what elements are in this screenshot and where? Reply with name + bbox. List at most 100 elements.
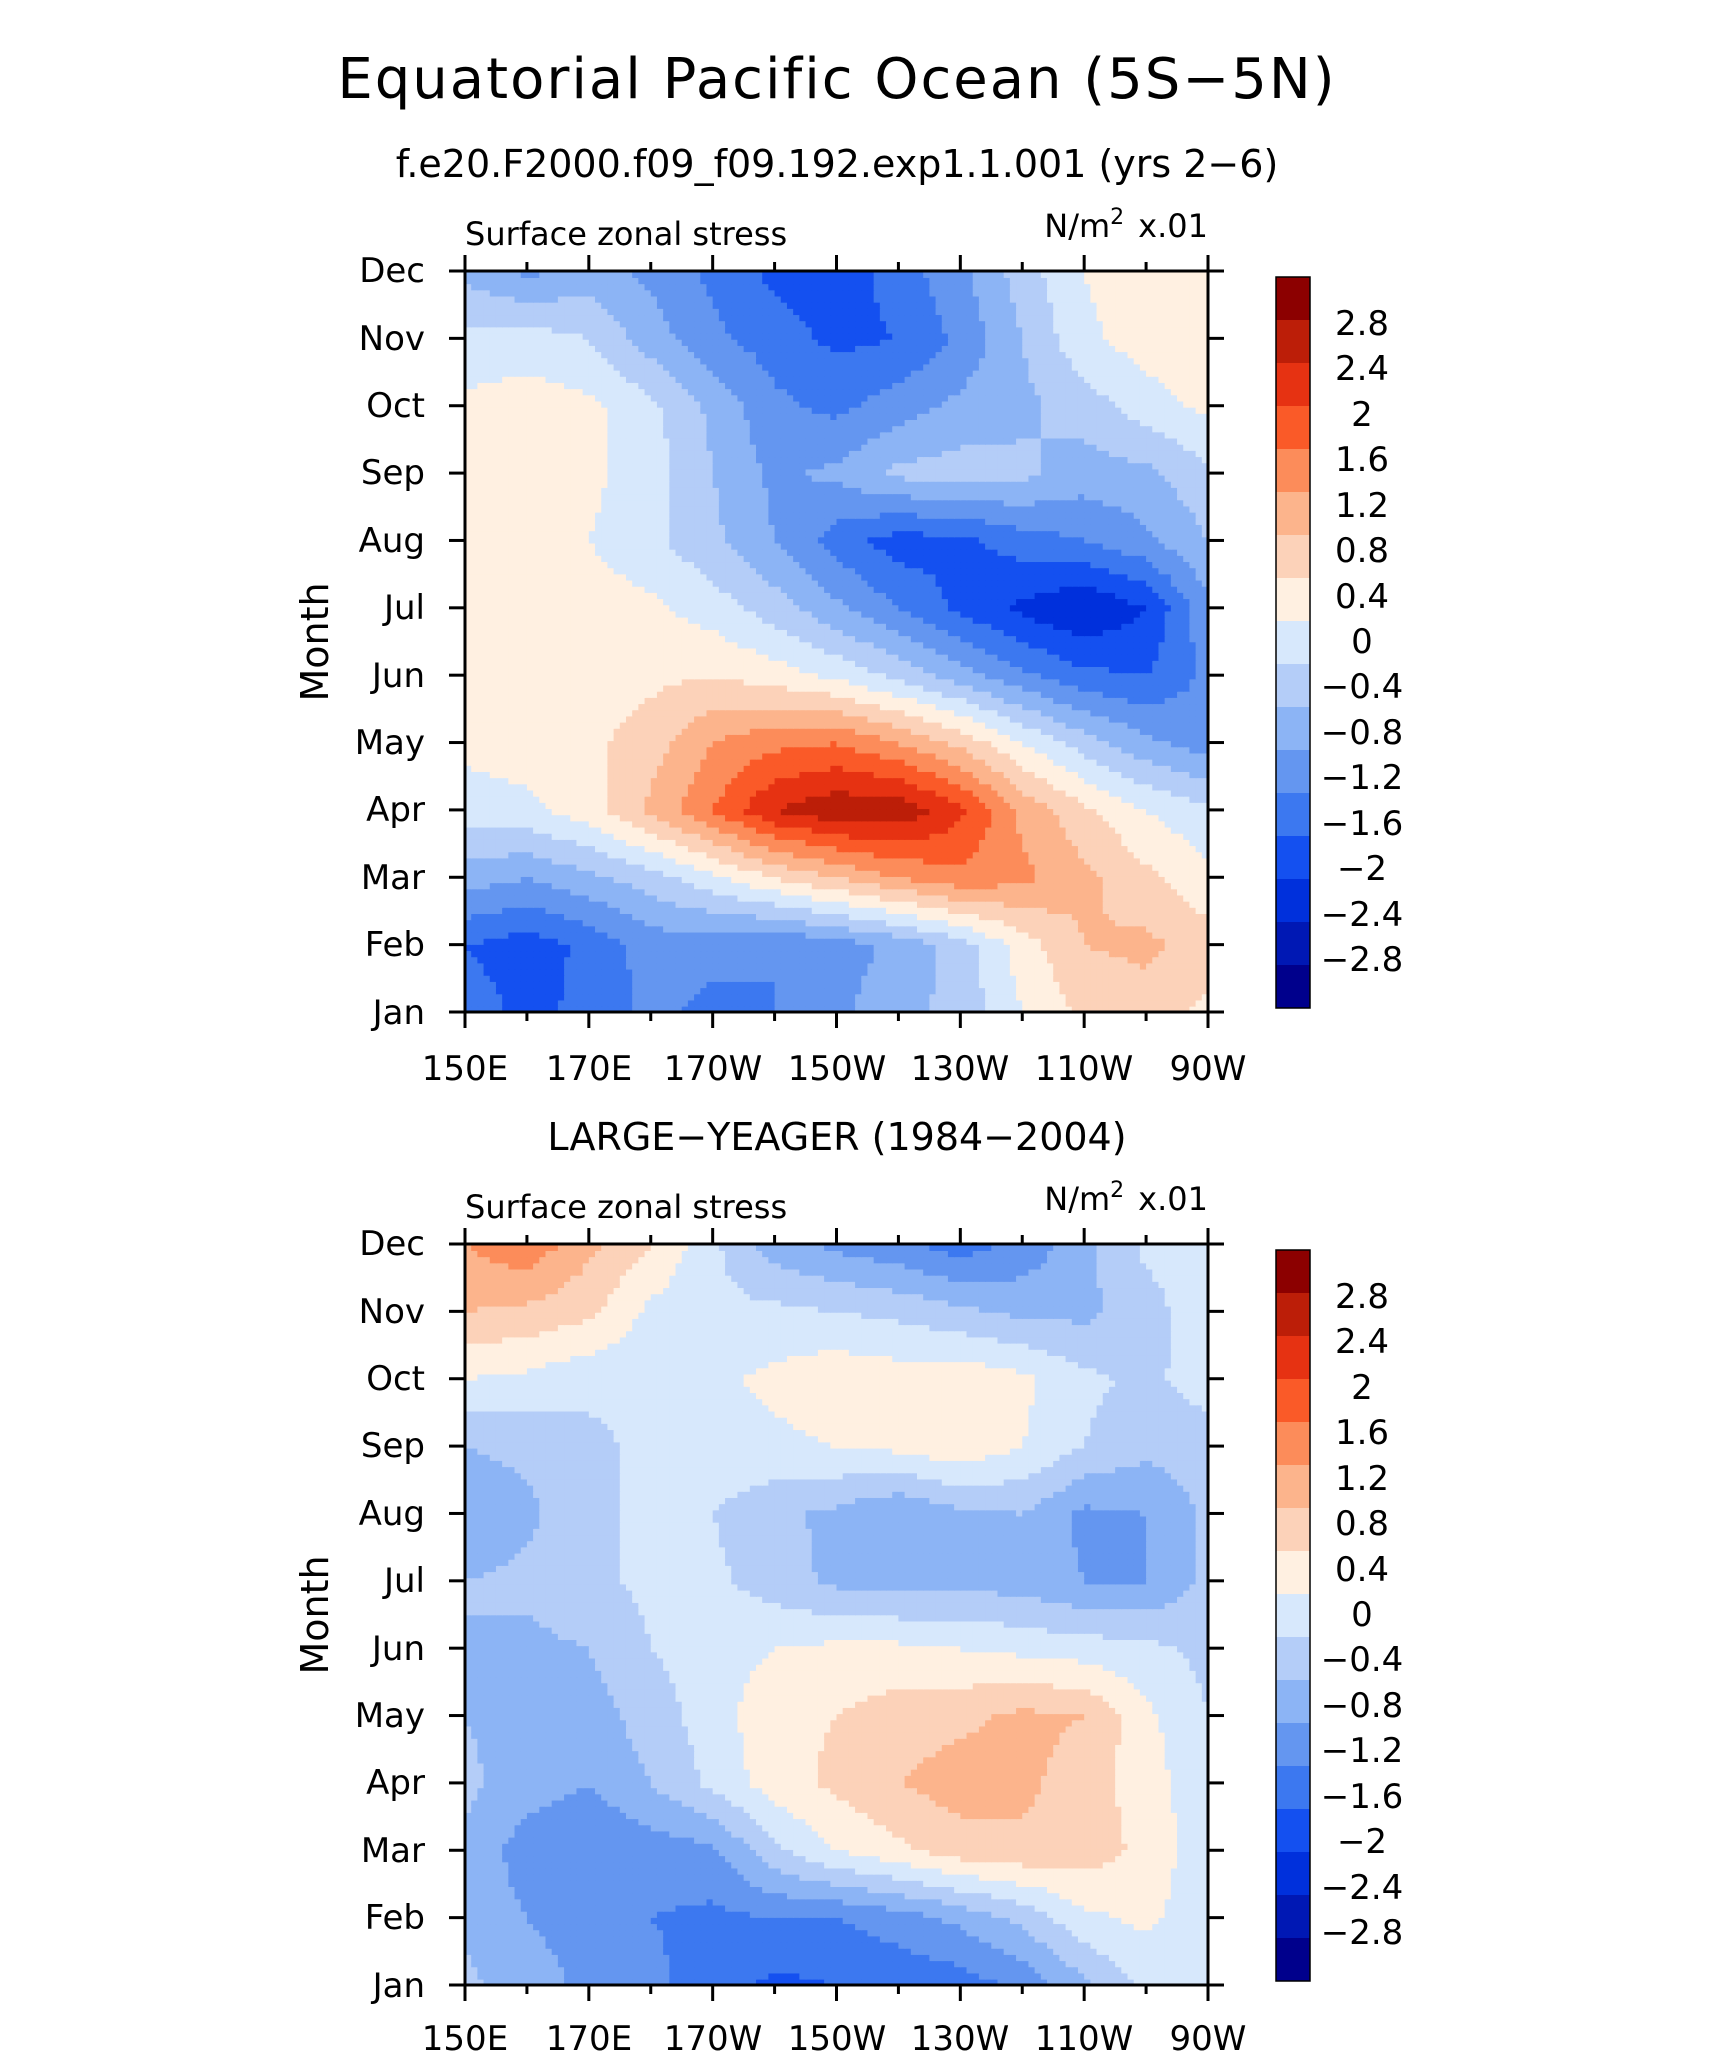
contour-cell <box>564 925 572 933</box>
contour-cell <box>1121 820 1129 828</box>
contour-cell <box>465 888 472 896</box>
contour-cell <box>1152 863 1160 871</box>
contour-cell <box>706 894 714 902</box>
contour-cell <box>1047 937 1055 945</box>
contour-cell <box>545 808 553 816</box>
contour-cell <box>520 974 528 982</box>
contour-cell <box>1183 795 1191 803</box>
contour-cell <box>520 900 528 908</box>
contour-cell <box>1059 832 1067 840</box>
contour-cell <box>1158 826 1166 834</box>
contour-cell <box>910 931 918 939</box>
contour-cell <box>793 1005 801 1012</box>
contour-cell <box>991 882 999 890</box>
contour-cell <box>638 968 646 976</box>
contour-cell <box>768 937 776 945</box>
contour-cell <box>954 937 962 945</box>
contour-cell <box>551 814 559 822</box>
contour-cell <box>570 758 578 766</box>
contour-cell <box>1177 863 1185 871</box>
contour-cell <box>607 808 615 816</box>
contour-cell <box>1040 962 1048 970</box>
contour-cell <box>991 758 999 766</box>
contour-cell <box>471 882 479 890</box>
contour-cell <box>663 937 671 945</box>
contour-cell <box>1016 962 1024 970</box>
contour-cell <box>700 771 708 779</box>
contour-cell <box>1040 987 1048 995</box>
contour-cell <box>514 882 522 890</box>
contour-cell <box>842 832 850 840</box>
contour-cell <box>923 919 931 927</box>
contour-cell <box>811 826 819 834</box>
contour-cell <box>743 777 751 785</box>
contour-cell <box>477 993 485 1001</box>
contour-cell <box>848 913 856 921</box>
contour-cell <box>941 962 949 970</box>
contour-cell <box>1170 937 1178 945</box>
contour-cell <box>582 962 590 970</box>
contour-cell <box>817 820 825 828</box>
contour-cell <box>923 789 931 797</box>
contour-cell <box>1115 993 1123 1001</box>
contour-cell <box>731 845 739 853</box>
contour-cell <box>997 777 1005 785</box>
contour-cell <box>1047 758 1055 766</box>
contour-cell <box>700 913 708 921</box>
contour-cell <box>1108 857 1116 865</box>
contour-cell <box>855 857 863 865</box>
contour-cell <box>1158 956 1166 964</box>
contour-cell <box>514 981 522 989</box>
contour-cell <box>1183 937 1191 945</box>
contour-cell <box>1108 808 1116 816</box>
contour-cell <box>749 919 757 927</box>
contour-cell <box>904 758 912 766</box>
contour-cell <box>848 981 856 989</box>
contour-cell <box>1053 876 1061 884</box>
contour-cell <box>712 968 720 976</box>
contour-cell <box>972 950 980 958</box>
contour-cell <box>805 826 813 834</box>
contour-cell <box>947 777 955 785</box>
contour-cell <box>1047 857 1055 865</box>
contour-cell <box>595 1005 603 1012</box>
contour-cell <box>861 913 869 921</box>
contour-cell <box>508 913 516 921</box>
contour-cell <box>669 956 677 964</box>
contour-cell <box>520 869 528 877</box>
contour-cell <box>929 832 937 840</box>
contour-cell <box>1164 900 1172 908</box>
contour-cell <box>1102 758 1110 766</box>
contour-cell <box>712 839 720 847</box>
contour-cell <box>910 863 918 871</box>
contour-cell <box>1047 919 1055 927</box>
contour-cell <box>1146 962 1154 970</box>
contour-cell <box>886 882 894 890</box>
contour-cell <box>954 826 962 834</box>
contour-cell <box>1090 981 1098 989</box>
contour-cell <box>694 925 702 933</box>
contour-cell <box>1133 808 1141 816</box>
contour-cell <box>873 777 881 785</box>
contour-cell <box>687 857 695 865</box>
contour-cell <box>1084 925 1092 933</box>
contour-cell <box>916 857 924 865</box>
contour-cell <box>557 962 565 970</box>
contour-cell <box>619 783 627 791</box>
contour-cell <box>1201 931 1208 939</box>
contour-cell <box>601 962 609 970</box>
contour-cell <box>867 1005 875 1012</box>
contour-cell <box>1009 832 1017 840</box>
contour-cell <box>848 814 856 822</box>
contour-cell <box>551 962 559 970</box>
contour-cell <box>669 869 677 877</box>
contour-cell <box>656 789 664 797</box>
contour-cell <box>502 783 510 791</box>
contour-cell <box>1183 839 1191 847</box>
contour-cell <box>694 789 702 797</box>
contour-cell <box>502 962 510 970</box>
contour-cell <box>1053 758 1061 766</box>
contour-cell <box>793 752 801 760</box>
contour-cell <box>892 974 900 982</box>
contour-cell <box>756 839 763 847</box>
